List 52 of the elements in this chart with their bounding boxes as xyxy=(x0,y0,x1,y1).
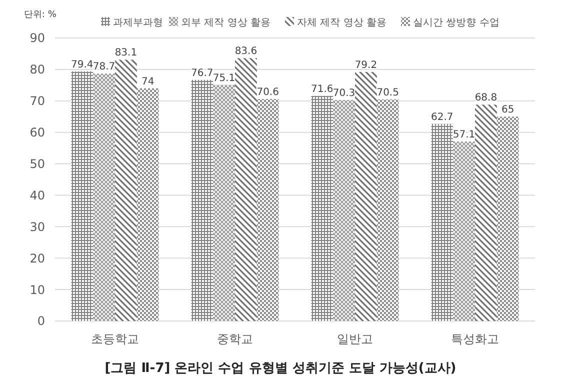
y-tick-label: 80 xyxy=(30,62,45,77)
data-label: 65 xyxy=(501,104,514,116)
data-label: 78.7 xyxy=(92,62,116,73)
bar xyxy=(93,74,115,321)
data-label: 75.1 xyxy=(212,72,236,84)
data-label: 83.1 xyxy=(114,48,138,59)
data-label: 74 xyxy=(141,76,154,88)
bar xyxy=(213,84,235,321)
data-label: 70.3 xyxy=(332,88,356,99)
y-tick-label: 70 xyxy=(30,94,45,108)
x-tick-label: 중학교 xyxy=(217,332,253,346)
bar xyxy=(355,72,377,321)
data-label: 79.4 xyxy=(71,59,94,70)
legend-label: 외부 제작 영상 활용 xyxy=(181,18,271,28)
legend-label: 실시간 쌍방향 수업 xyxy=(413,18,500,28)
data-label: 76.7 xyxy=(191,68,214,79)
bar xyxy=(431,124,454,321)
bar xyxy=(311,96,334,321)
bar xyxy=(256,99,279,321)
y-tick-label: 50 xyxy=(30,156,45,171)
x-tick-label: 일반고 xyxy=(337,332,373,346)
y-tick-label: 60 xyxy=(30,126,45,140)
bar xyxy=(376,99,399,321)
x-tick-label: 특성화고 xyxy=(451,332,499,346)
legend-label: 과제부과형 xyxy=(113,18,163,28)
x-tick-label: 초등학교 xyxy=(91,332,139,346)
y-tick-label: 10 xyxy=(30,282,45,297)
y-tick-label: 90 xyxy=(30,31,45,46)
data-label: 79.2 xyxy=(354,60,378,71)
bar xyxy=(115,60,137,321)
data-label: 62.7 xyxy=(431,112,454,123)
bar xyxy=(136,88,159,321)
data-label: 70.5 xyxy=(376,87,399,98)
y-axis-title: 단위: % xyxy=(24,10,57,20)
y-tick-label: 0 xyxy=(37,314,45,328)
data-label: 57.1 xyxy=(452,129,476,140)
bar xyxy=(71,71,94,321)
bar xyxy=(496,116,519,321)
legend-label: 자체 제작 영상 활용 xyxy=(297,18,387,28)
data-label: 70.6 xyxy=(256,87,279,98)
text: [그림 Ⅱ-7] 온라인 수업 유형별 성취기준 도달 가능성(교사) xyxy=(104,361,456,376)
y-tick-label: 30 xyxy=(30,220,45,234)
data-label: 71.6 xyxy=(311,84,334,95)
y-tick-label: 20 xyxy=(30,251,45,266)
bar xyxy=(235,58,257,321)
bar xyxy=(333,100,355,321)
y-tick-label: 40 xyxy=(30,188,45,202)
data-label: 68.8 xyxy=(474,92,498,104)
bar xyxy=(453,141,475,321)
bar xyxy=(191,80,214,321)
data-label: 83.6 xyxy=(234,46,258,58)
bar xyxy=(475,104,497,321)
